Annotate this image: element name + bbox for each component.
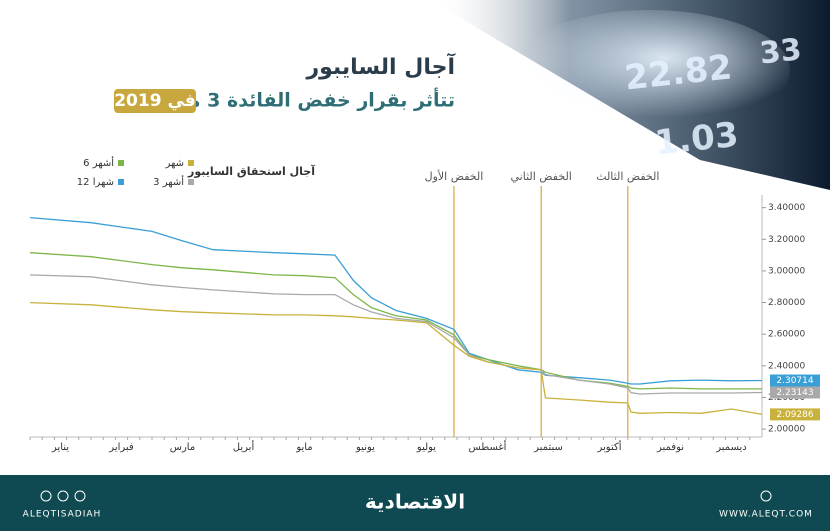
x-tick-label: أكتوبر xyxy=(596,440,621,453)
x-tick-label: ديسمبر xyxy=(715,442,746,453)
footer-right: WWW.ALEQT.COM xyxy=(719,510,813,520)
x-tick-label: فبراير xyxy=(108,442,134,453)
end-label-bg xyxy=(770,386,820,399)
end-label-bg xyxy=(770,408,820,421)
end-label: 2.30714 xyxy=(776,376,813,386)
x-tick-label: يونيو xyxy=(355,442,375,453)
legend-label: شهر xyxy=(164,158,184,169)
x-tick-label: أغسطس xyxy=(469,440,507,453)
legend-swatch xyxy=(118,179,124,185)
subtitle-badge-bg xyxy=(114,89,196,113)
end-label: 2.23143 xyxy=(776,388,813,398)
y-tick-label: 3.00000 xyxy=(768,266,805,276)
title: آجال السايبور xyxy=(305,52,455,80)
legend-swatch xyxy=(188,160,194,166)
end-label-bg xyxy=(770,374,820,387)
twitter-icon[interactable] xyxy=(74,490,86,502)
x-tick-label: نوفمبر xyxy=(656,442,684,453)
x-tick-label: أبريل xyxy=(233,440,255,453)
x-tick-label: سبتمبر xyxy=(533,442,563,453)
x-tick-label: مارس xyxy=(170,442,195,453)
y-tick-label: 2.80000 xyxy=(768,298,805,308)
web-icon[interactable] xyxy=(760,490,772,502)
footer xyxy=(0,475,830,531)
legend-label: 12 شهرا xyxy=(77,177,114,188)
legend-swatch xyxy=(188,179,194,185)
x-tick-label: يناير xyxy=(51,442,69,453)
facebook-icon[interactable] xyxy=(57,490,69,502)
x-tick-label: يوليو xyxy=(416,442,436,453)
footer-left: ALEQTISADIAH xyxy=(23,510,102,520)
series-line xyxy=(29,274,763,395)
series-line xyxy=(29,216,763,385)
cut-label: الخفض الثالث xyxy=(596,170,659,183)
subtitle-badge: في 2019 xyxy=(114,91,196,111)
cut-label: الخفض الأول xyxy=(425,169,484,183)
legend-swatch xyxy=(118,160,124,166)
series-line xyxy=(29,301,763,416)
subtitle: تتأثر بقرار خفض الفائدة 3 مرات xyxy=(151,88,455,112)
cut-label: الخفض الثاني xyxy=(511,170,572,183)
instagram-icon[interactable] xyxy=(40,490,52,502)
decor-number: 33 xyxy=(758,32,803,71)
legend-label: 3 أشهر xyxy=(153,175,184,188)
decor-number: 1.03 xyxy=(653,115,741,164)
legend-label: 6 أشهر xyxy=(83,156,114,169)
y-tick-label: 2.00000 xyxy=(768,425,805,435)
legend-title: آجال استحقاق السايبور xyxy=(187,164,315,178)
y-tick-label: 3.40000 xyxy=(768,203,805,213)
end-label: 2.09286 xyxy=(776,410,813,420)
y-tick-label: 2.40000 xyxy=(768,361,805,371)
footer-logo: الاقتصادية xyxy=(365,490,465,514)
y-tick-label: 3.20000 xyxy=(768,235,805,245)
y-tick-label: 2.60000 xyxy=(768,330,805,340)
photo-glow xyxy=(510,10,790,130)
x-tick-label: مايو xyxy=(295,442,312,453)
